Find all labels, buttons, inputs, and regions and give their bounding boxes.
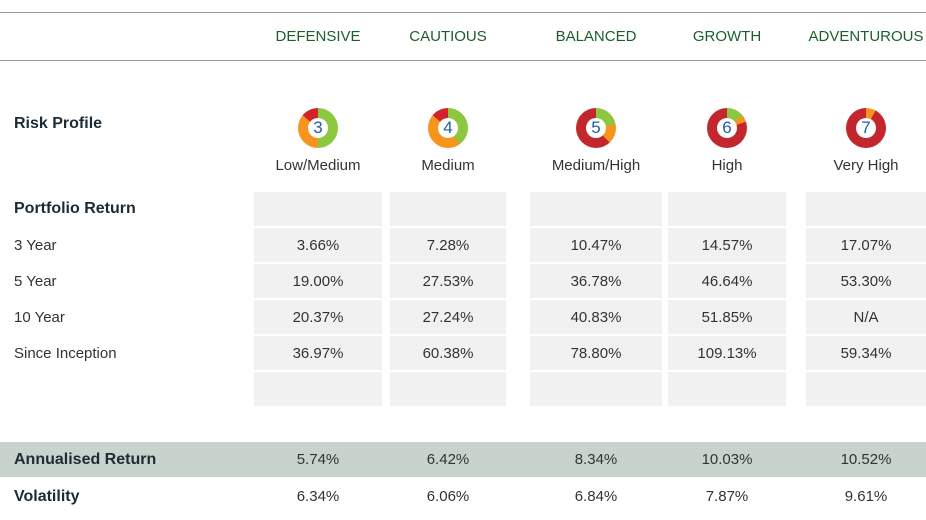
risk-gauge: 4 (428, 108, 468, 148)
cell-value: 27.53% (390, 264, 506, 298)
cell-value: 10.47% (530, 228, 662, 262)
row-label: Annualised Return (14, 450, 157, 468)
cell-value: 10.52% (840, 451, 892, 468)
cell-value: 59.34% (806, 336, 926, 370)
risk-level: 4 (438, 118, 458, 138)
cell-value: 109.13% (668, 336, 786, 370)
cell-value: 78.80% (530, 336, 662, 370)
risk-gauge: 7 (846, 108, 886, 148)
cell-value: 46.64% (668, 264, 786, 298)
cell (530, 192, 662, 226)
row-label: Since Inception (14, 344, 117, 362)
column-header: CAUTIOUS (409, 28, 487, 45)
row-label: Risk Profile (14, 115, 103, 132)
cell (668, 372, 786, 406)
rule (0, 60, 926, 61)
cell-value: 36.97% (254, 336, 382, 370)
cell-value: 6.34% (296, 488, 340, 505)
risk-gauge: 5 (576, 108, 616, 148)
cell-value: 17.07% (806, 228, 926, 262)
cell (254, 192, 382, 226)
cell-value: 14.57% (668, 228, 786, 262)
section-label: Portfolio Return (14, 200, 136, 217)
risk-description: Very High (833, 156, 899, 174)
cell-value: 7.87% (705, 488, 749, 505)
column-header: DEFENSIVE (275, 28, 361, 45)
cell-value: 53.30% (806, 264, 926, 298)
row-label: 3 Year (14, 236, 57, 254)
risk-description: Medium/High (551, 156, 641, 174)
column-header: BALANCED (555, 28, 637, 45)
cell-value: 6.84% (574, 488, 618, 505)
row-band (0, 442, 926, 477)
risk-level: 7 (856, 118, 876, 138)
cell-value: 60.38% (390, 336, 506, 370)
cell (390, 372, 506, 406)
row-label: Volatility (14, 487, 80, 505)
cell-value: 3.66% (254, 228, 382, 262)
cell-value: 40.83% (530, 300, 662, 334)
cell-value: 51.85% (668, 300, 786, 334)
risk-description: Medium (421, 156, 475, 174)
rule (0, 12, 926, 13)
row-label: 10 Year (14, 308, 65, 326)
risk-description: Low/Medium (275, 156, 361, 174)
cell-value: 10.03% (701, 451, 753, 468)
cell (806, 372, 926, 406)
risk-gauge: 3 (298, 108, 338, 148)
column-header: GROWTH (692, 28, 762, 45)
cell-value: 20.37% (254, 300, 382, 334)
cell (668, 192, 786, 226)
cell-value: 7.28% (390, 228, 506, 262)
cell-value: 36.78% (530, 264, 662, 298)
risk-gauge: 6 (707, 108, 747, 148)
cell (530, 372, 662, 406)
cell-value: 8.34% (574, 451, 618, 468)
cell (390, 192, 506, 226)
cell-value: N/A (806, 300, 926, 334)
cell-value: 6.42% (426, 451, 470, 468)
cell-value: 6.06% (426, 488, 470, 505)
column-header: ADVENTUROUS (808, 28, 924, 45)
cell-value: 27.24% (390, 300, 506, 334)
risk-level: 6 (717, 118, 737, 138)
cell-value: 5.74% (296, 451, 340, 468)
row-label: 5 Year (14, 272, 57, 290)
risk-level: 3 (308, 118, 328, 138)
risk-level: 5 (586, 118, 606, 138)
cell (254, 372, 382, 406)
risk-description: High (711, 156, 743, 174)
cell-value: 19.00% (254, 264, 382, 298)
cell-value: 9.61% (844, 488, 888, 505)
cell (806, 192, 926, 226)
